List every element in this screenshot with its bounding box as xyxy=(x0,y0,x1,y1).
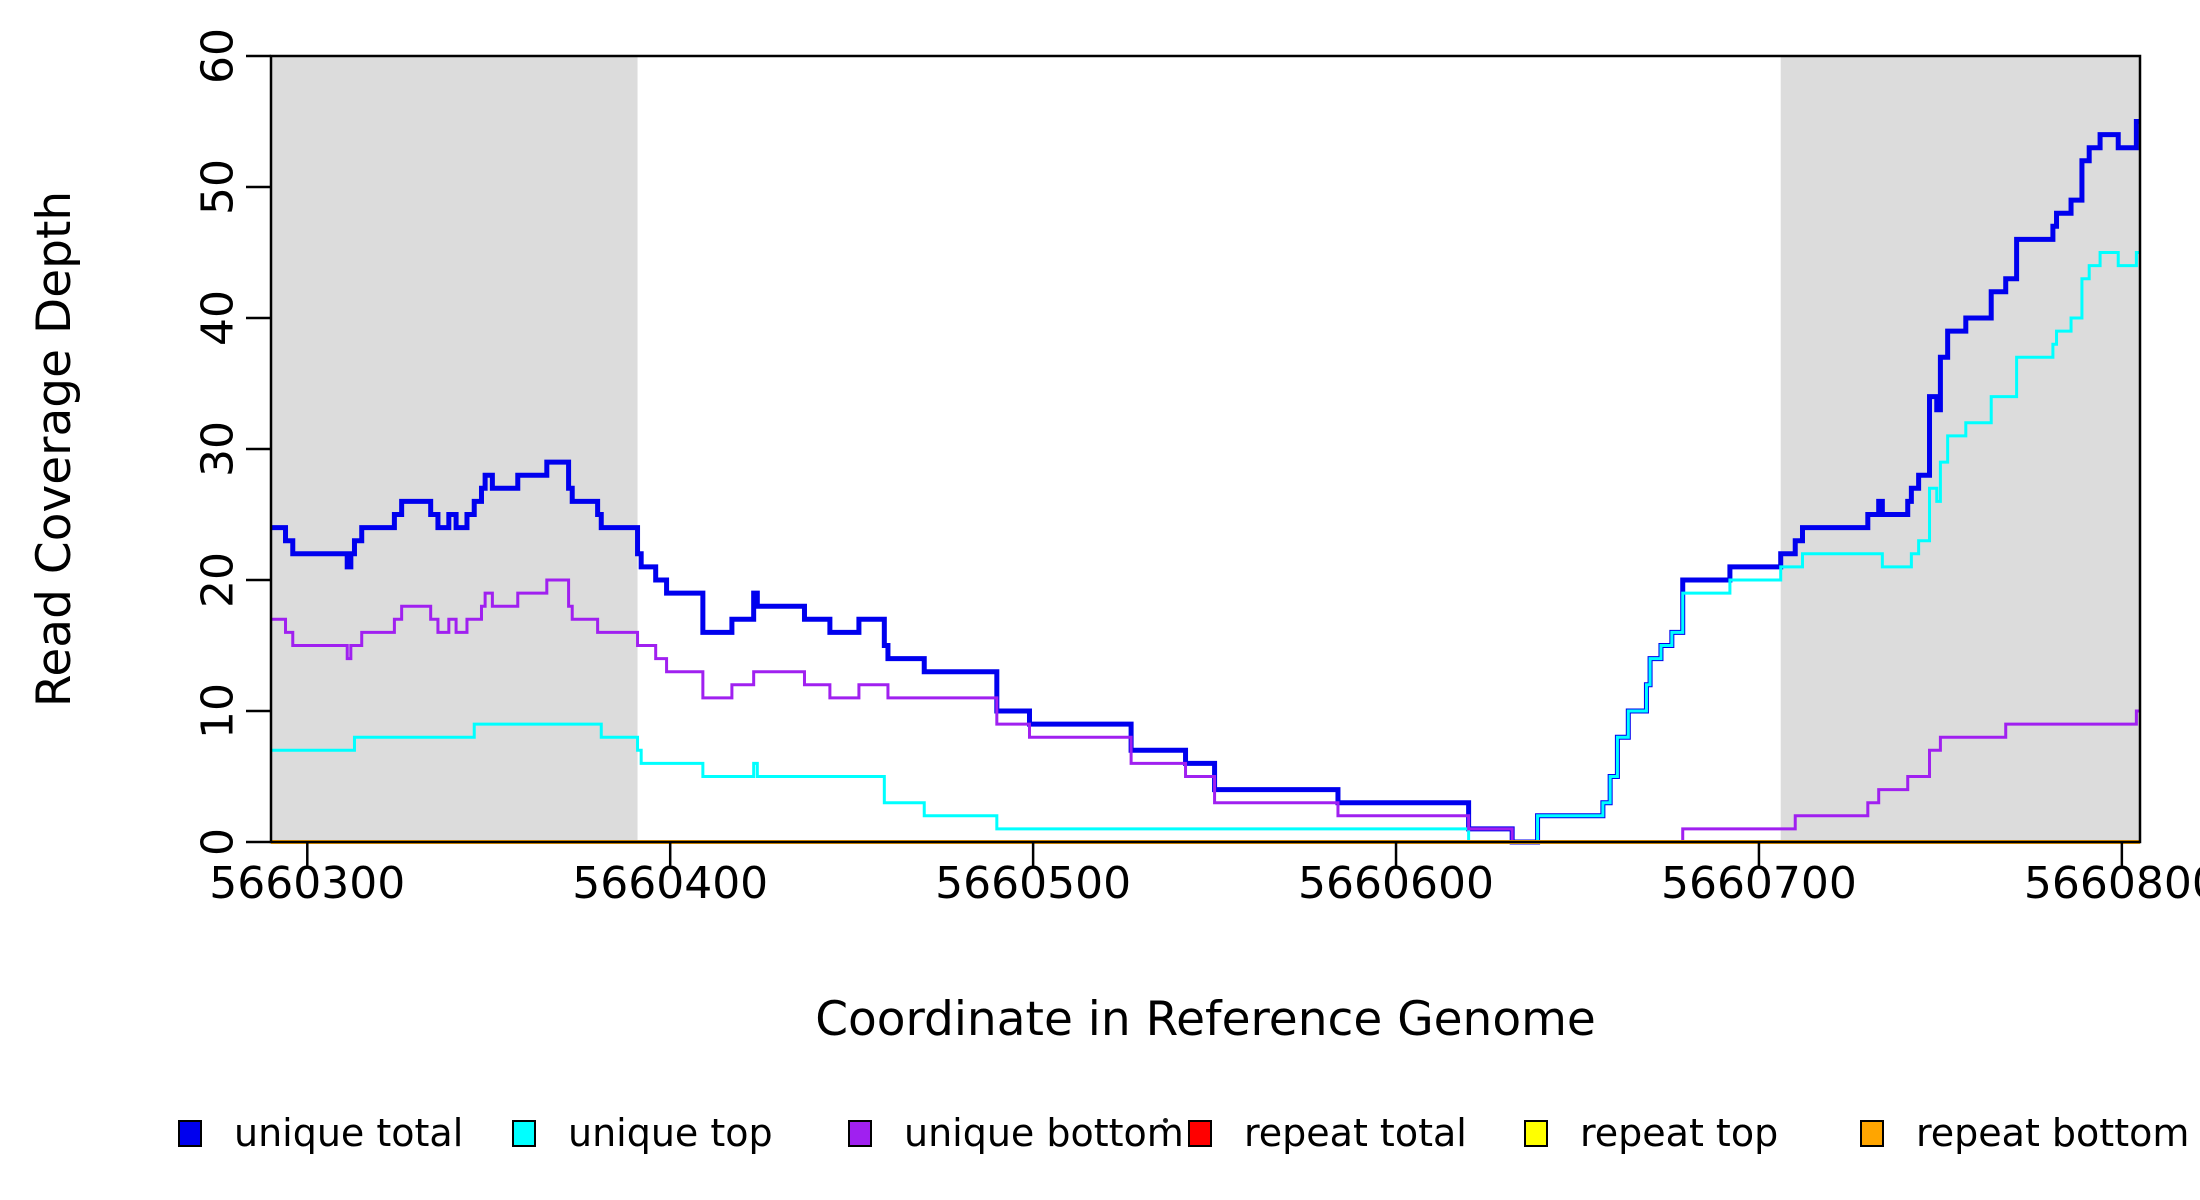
unique-bottom-swatch-icon xyxy=(848,1119,872,1147)
x-axis-title: Coordinate in Reference Genome xyxy=(815,992,1596,1047)
y-tick-label: 0 xyxy=(193,828,244,856)
x-tick-label: 5660700 xyxy=(1661,858,1857,909)
repeat-total-swatch-icon xyxy=(1188,1119,1212,1147)
legend-label: repeat top xyxy=(1580,1111,1779,1155)
y-tick-label: 60 xyxy=(193,28,244,84)
y-tick-label: 40 xyxy=(193,290,244,346)
x-tick-label: 5660300 xyxy=(209,858,405,909)
unique-total-swatch-icon xyxy=(178,1119,202,1147)
legend-item-unique-top: unique top xyxy=(512,1113,773,1153)
x-tick-label: 5660600 xyxy=(1298,858,1494,909)
x-tick-label: 5660500 xyxy=(935,858,1131,909)
x-tick-label: 5660400 xyxy=(572,858,768,909)
series-unique-bottom xyxy=(271,578,2140,844)
repeat-region-shading xyxy=(271,56,638,842)
legend-item-unique-bottom: unique bottom xyxy=(848,1113,1184,1153)
legend-item-unique-total: unique total xyxy=(178,1113,463,1153)
legend-label: unique top xyxy=(568,1111,773,1155)
y-tick-label: 10 xyxy=(193,683,244,739)
legend-label: repeat bottom xyxy=(1916,1111,2190,1155)
legend-item-repeat-top: repeat top xyxy=(1524,1113,1778,1153)
y-tick-label: 30 xyxy=(193,421,244,477)
legend-item-repeat-bottom: repeat bottom xyxy=(1860,1113,2189,1153)
y-tick-label: 20 xyxy=(193,552,244,608)
unique-top-swatch-icon xyxy=(512,1119,536,1147)
repeat-bottom-swatch-icon xyxy=(1860,1119,1884,1147)
legend-label: repeat total xyxy=(1244,1111,1467,1155)
legend-label: unique total xyxy=(234,1111,464,1155)
y-axis-title: Read Coverage Depth xyxy=(27,191,82,707)
legend-label: unique bottom xyxy=(904,1111,1184,1155)
series-unique-top xyxy=(271,251,2140,844)
repeat-top-swatch-icon xyxy=(1524,1119,1548,1147)
series-unique-total xyxy=(271,119,2140,845)
legend-item-repeat-total: repeat total xyxy=(1188,1113,1467,1153)
speck-icon xyxy=(1163,1118,1168,1123)
y-tick-label: 50 xyxy=(193,159,244,215)
